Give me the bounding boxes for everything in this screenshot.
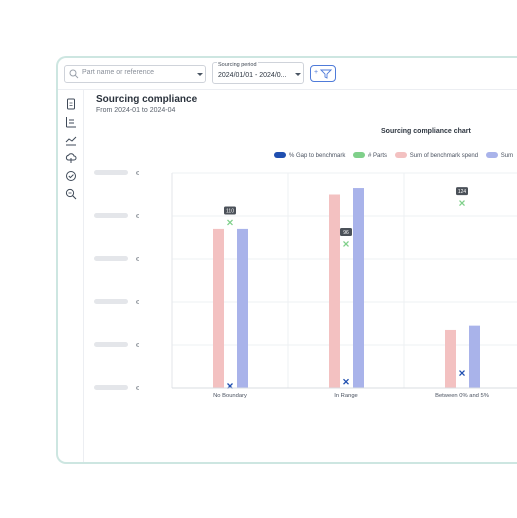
search-input[interactable]: Part name or reference bbox=[64, 65, 206, 83]
legend-swatch bbox=[274, 152, 286, 158]
search-icon bbox=[69, 69, 79, 79]
bar-benchmark-spend bbox=[329, 194, 340, 388]
y-tick-label: € bbox=[136, 300, 139, 306]
y-tick-label: € bbox=[136, 343, 139, 349]
bar-sum bbox=[237, 228, 248, 388]
page-subtitle: From 2024-01 to 2024-04 bbox=[96, 107, 176, 114]
period-label: Sourcing period bbox=[217, 62, 258, 68]
add-filter-button[interactable]: + bbox=[310, 65, 336, 82]
parts-marker bbox=[227, 219, 233, 226]
chart-legend: % Gap to benchmark # Parts Sum of benchm… bbox=[274, 152, 517, 159]
y-tick-placeholder bbox=[94, 256, 128, 261]
legend-label: Sum of benchmark spend bbox=[409, 153, 479, 159]
search-placeholder: Part name or reference bbox=[82, 69, 154, 76]
bar-benchmark-spend bbox=[445, 329, 456, 388]
parts-label-badge bbox=[224, 206, 236, 215]
chart-plot-area: € € € € € €110 No Boundary 96 In Range 124 Between… bbox=[94, 170, 517, 399]
list-icon[interactable] bbox=[65, 116, 77, 128]
plus-label: + bbox=[314, 69, 319, 76]
gap-marker bbox=[459, 370, 465, 377]
y-tick-placeholder bbox=[94, 170, 128, 175]
y-tick-placeholder bbox=[94, 385, 128, 390]
cloud-icon[interactable] bbox=[65, 152, 77, 164]
document-icon[interactable] bbox=[65, 98, 77, 110]
parts-label: 124 bbox=[458, 189, 467, 195]
y-tick-label: € bbox=[136, 386, 139, 392]
y-tick-label: € bbox=[136, 171, 139, 177]
trend-chart-icon[interactable] bbox=[65, 134, 77, 146]
legend-swatch bbox=[353, 152, 366, 158]
app-window: Part name or reference Sourcing period 2… bbox=[56, 56, 517, 464]
period-value: 2024/01/01 - 2024/0... bbox=[218, 72, 287, 79]
legend-swatch bbox=[485, 152, 498, 158]
chevron-down-icon[interactable] bbox=[197, 73, 203, 76]
sidebar bbox=[58, 90, 84, 462]
bar-sum bbox=[469, 325, 480, 388]
y-tick-placeholder bbox=[94, 213, 128, 218]
legend-item-gap[interactable]: % Gap to benchmark bbox=[274, 152, 345, 159]
parts-label: 110 bbox=[226, 208, 234, 214]
x-tick-label: No Boundary bbox=[213, 393, 247, 399]
x-tick-label: In Range bbox=[334, 393, 358, 399]
legend-label: Sum bbox=[500, 153, 514, 159]
x-tick-label: Between 0% and 5% bbox=[435, 393, 489, 399]
parts-marker bbox=[459, 200, 465, 207]
bar-benchmark-spend bbox=[213, 228, 224, 388]
y-tick-label: € bbox=[136, 257, 139, 263]
search-zoom-icon[interactable] bbox=[65, 188, 77, 200]
sourcing-compliance-chart: Sourcing compliance chart % Gap to bench… bbox=[86, 122, 517, 422]
filter-icon bbox=[320, 69, 332, 79]
chevron-down-icon[interactable] bbox=[295, 73, 301, 76]
legend-item-benchmark[interactable]: Sum of benchmark spend bbox=[394, 152, 479, 159]
gap-marker bbox=[343, 378, 349, 385]
parts-label-badge bbox=[340, 227, 352, 236]
page-header: Sourcing compliance From 2024-01 to 2024… bbox=[96, 94, 197, 114]
legend-item-parts[interactable]: # Parts bbox=[353, 152, 387, 159]
legend-item-sum[interactable]: Sum bbox=[485, 152, 514, 159]
y-tick-label: € bbox=[136, 214, 139, 220]
parts-label: 96 bbox=[343, 230, 349, 236]
legend-label: % Gap to benchmark bbox=[289, 153, 346, 159]
y-tick-placeholder bbox=[94, 299, 128, 304]
y-tick-placeholder bbox=[94, 342, 128, 347]
sourcing-period-select[interactable]: Sourcing period 2024/01/01 - 2024/0... bbox=[212, 62, 304, 84]
parts-marker bbox=[343, 240, 349, 247]
toolbar: Part name or reference Sourcing period 2… bbox=[58, 58, 517, 90]
bar-sum bbox=[353, 188, 364, 388]
check-circle-icon[interactable] bbox=[65, 170, 77, 182]
page-title: Sourcing compliance bbox=[96, 94, 198, 105]
legend-swatch bbox=[394, 152, 407, 158]
chart-title: Sourcing compliance chart bbox=[381, 128, 471, 135]
parts-label-badge bbox=[456, 187, 468, 196]
legend-label: # Parts bbox=[368, 153, 388, 159]
